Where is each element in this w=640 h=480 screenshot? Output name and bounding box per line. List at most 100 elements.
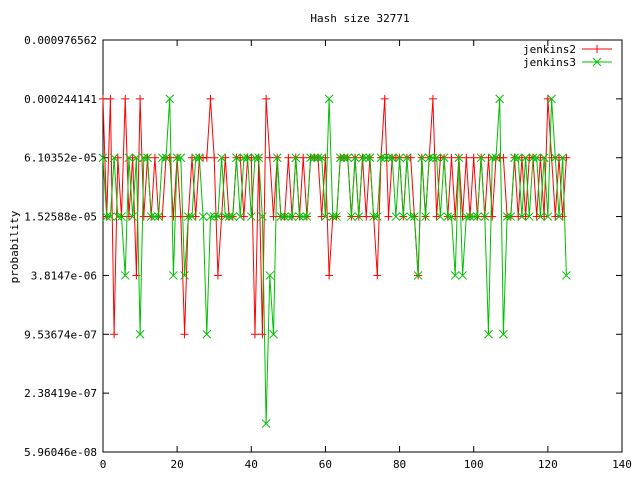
- data-point: [180, 271, 189, 280]
- data-point: [298, 212, 308, 221]
- data-point: [543, 212, 553, 221]
- data-point: [217, 212, 226, 221]
- data-point: [443, 212, 453, 221]
- data-point: [540, 212, 549, 221]
- data-point: [350, 153, 360, 163]
- data-point: [109, 153, 119, 163]
- data-point: [458, 271, 467, 280]
- data-point: [128, 212, 138, 221]
- data-point: [469, 212, 479, 221]
- data-point: [128, 153, 137, 162]
- x-axis: 0 20 40 60 80 100 120 140: [100, 40, 632, 471]
- data-point: [106, 94, 115, 103]
- data-point: [210, 153, 219, 162]
- data-point: [539, 153, 549, 163]
- data-point: [532, 153, 542, 163]
- data-point: [547, 153, 556, 162]
- legend-item-jenkins3: jenkins3: [523, 56, 612, 69]
- data-point: [536, 153, 545, 162]
- data-point: [265, 153, 274, 162]
- data-point: [513, 153, 523, 163]
- data-point: [473, 212, 482, 221]
- data-point: [395, 153, 404, 163]
- y-axis: 0.000976562 0.000244141 6.10352e-05 1.52588…: [24, 34, 622, 459]
- data-point: [421, 212, 430, 221]
- data-point: [161, 153, 171, 163]
- data-point: [491, 153, 501, 163]
- data-point: [265, 271, 275, 280]
- data-point: [321, 212, 330, 221]
- data-point: [165, 94, 175, 104]
- data-point: [484, 153, 493, 162]
- x-tick-label: 40: [245, 458, 258, 471]
- y-tick-label: 5.96046e-08: [24, 446, 97, 459]
- x-tick-label: 100: [464, 458, 484, 471]
- data-point: [558, 212, 567, 221]
- data-point: [250, 330, 259, 339]
- data-point: [313, 153, 323, 163]
- data-point: [398, 212, 408, 221]
- data-point: [462, 153, 471, 162]
- data-point: [417, 153, 427, 163]
- data-point: [451, 212, 460, 221]
- data-point: [243, 153, 252, 163]
- data-point: [180, 330, 189, 339]
- data-point: [110, 330, 119, 339]
- data-point: [488, 212, 497, 221]
- y-tick-label: 1.52588e-05: [24, 211, 97, 224]
- data-point: [554, 212, 564, 221]
- y-tick-label: 0.000976562: [24, 34, 97, 47]
- series-line: [102, 98, 567, 424]
- data-point: [235, 212, 245, 221]
- data-point: [124, 212, 133, 221]
- data-point: [317, 153, 327, 163]
- data-point: [502, 212, 512, 221]
- data-point: [447, 153, 456, 162]
- data-point: [143, 153, 152, 163]
- data-point: [554, 153, 563, 162]
- data-point: [380, 153, 390, 163]
- data-point: [454, 153, 464, 163]
- data-point: [514, 212, 523, 221]
- data-point: [272, 153, 282, 163]
- data-point: [136, 94, 145, 103]
- y-tick-label: 3.8147e-06: [31, 269, 97, 282]
- data-point: [432, 212, 441, 221]
- series-layer: [98, 94, 571, 428]
- data-point: [258, 212, 267, 221]
- data-point: [487, 153, 497, 163]
- data-point: [413, 271, 423, 280]
- data-point: [510, 153, 519, 163]
- data-point: [206, 94, 215, 103]
- y-tick-label: 6.10352e-05: [24, 152, 97, 165]
- data-point: [239, 153, 249, 163]
- data-point: [547, 94, 556, 104]
- data-point: [362, 212, 371, 221]
- data-point: [461, 212, 471, 221]
- data-point: [117, 212, 126, 221]
- data-point: [306, 153, 315, 163]
- data-point: [276, 212, 286, 221]
- data-point: [309, 153, 319, 163]
- data-point: [524, 212, 534, 221]
- data-point: [428, 94, 437, 103]
- data-point: [157, 153, 167, 163]
- data-point: [447, 212, 456, 221]
- data-point: [476, 153, 486, 163]
- data-point: [376, 153, 386, 163]
- data-point: [113, 153, 122, 162]
- data-point: [102, 212, 112, 221]
- data-point: [254, 153, 264, 163]
- data-point: [372, 212, 382, 221]
- data-point: [172, 153, 182, 163]
- data-point: [221, 153, 230, 162]
- data-point: [295, 212, 304, 221]
- data-point: [165, 153, 174, 162]
- data-point: [213, 271, 222, 280]
- data-point: [391, 212, 401, 221]
- data-point: [406, 153, 415, 162]
- data-point: [202, 153, 211, 162]
- data-point: [228, 212, 238, 221]
- data-point: [424, 153, 434, 163]
